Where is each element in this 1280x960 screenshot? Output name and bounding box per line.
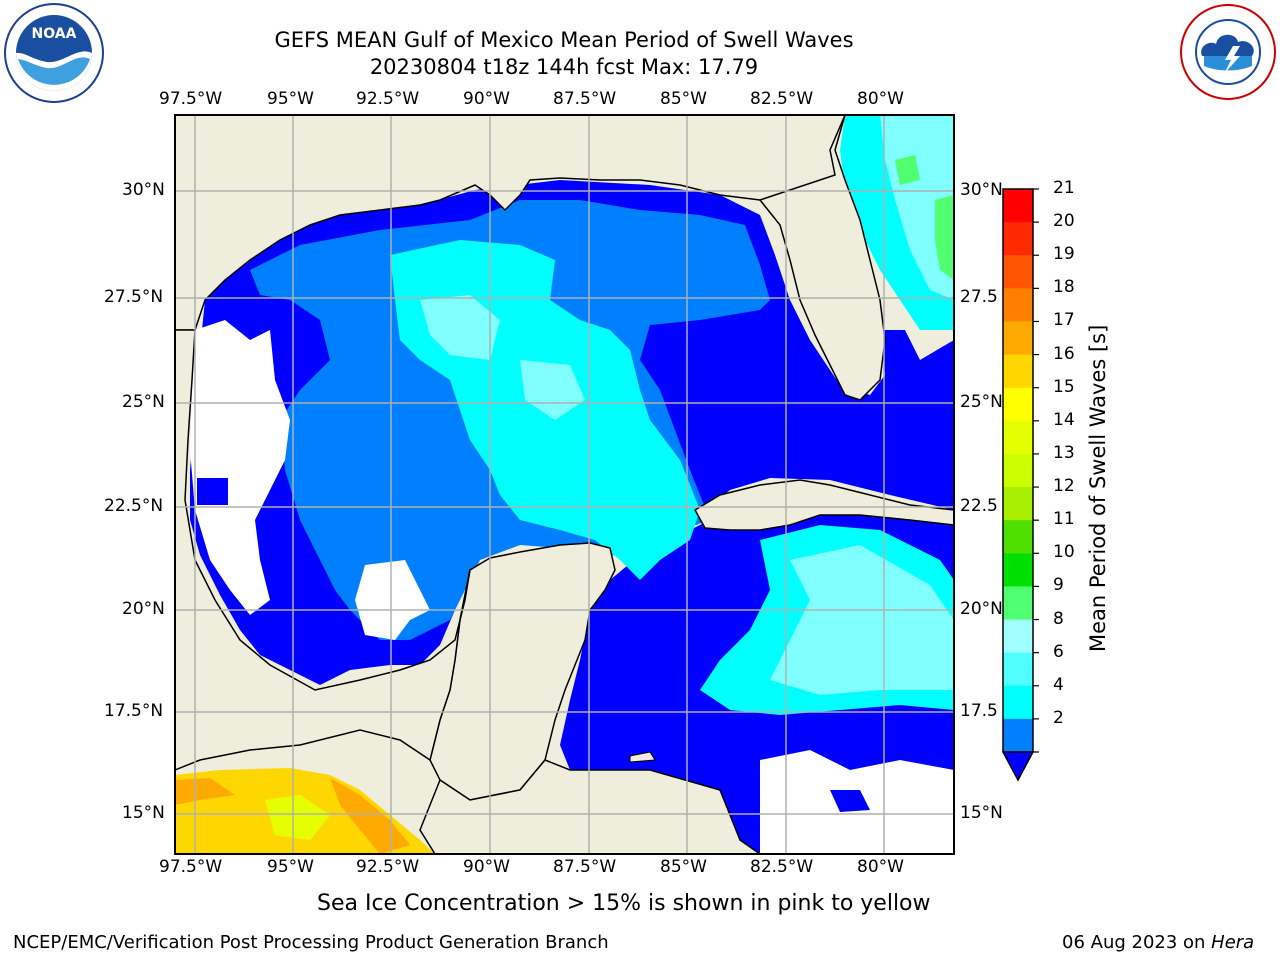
colorbar-segment xyxy=(1003,321,1033,356)
lon-label-top: 95°W xyxy=(267,89,314,109)
footer-date-text: 06 Aug 2023 on xyxy=(1062,932,1212,953)
noaa-logo-icon: NOAA xyxy=(4,3,104,103)
lon-label-top: 97.5°W xyxy=(159,89,223,109)
colorbar-segment xyxy=(1003,354,1033,389)
lon-label-top: 82.5°W xyxy=(750,89,814,109)
lon-label-bottom: 97.5°W xyxy=(159,857,223,877)
colorbar-segment xyxy=(1003,718,1033,753)
colorbar-segment xyxy=(1003,619,1033,654)
lat-label-left: 15°N xyxy=(122,803,165,823)
colorbar-segment xyxy=(1003,420,1033,455)
lon-label-bottom: 90°W xyxy=(463,857,510,877)
colorbar-under-arrow xyxy=(1001,751,1035,782)
lon-label-bottom: 87.5°W xyxy=(553,857,617,877)
colorbar-tick-label: 12 xyxy=(1053,476,1075,497)
colorbar-segment xyxy=(1003,255,1033,289)
footer-credit: NCEP/EMC/Verification Post Processing Pr… xyxy=(13,932,609,953)
lat-label-right: 27.5 xyxy=(960,287,998,307)
colorbar-tick-label: 13 xyxy=(1053,442,1075,463)
lon-label-bottom: 85°W xyxy=(660,857,707,877)
lat-label-right: 15°N xyxy=(960,803,1003,823)
lat-label-left: 22.5°N xyxy=(104,496,164,516)
colorbar xyxy=(1002,188,1039,753)
colorbar-segment xyxy=(1003,520,1033,554)
lon-label-top: 85°W xyxy=(660,89,707,109)
colorbar-tick-label: 9 xyxy=(1053,575,1064,596)
colorbar-tick-label: 20 xyxy=(1053,211,1075,232)
lat-label-right: 25°N xyxy=(960,392,1003,412)
footer-host: Hera xyxy=(1211,932,1255,953)
colorbar-tick-label: 19 xyxy=(1053,244,1075,265)
lat-label-right: 30°N xyxy=(960,180,1003,200)
central-america xyxy=(419,759,762,854)
colorbar-segment xyxy=(1003,487,1033,521)
map-title: GEFS MEAN Gulf of Mexico Mean Period of … xyxy=(274,28,854,52)
lat-label-left: 25°N xyxy=(122,392,165,412)
lon-label-top: 92.5°W xyxy=(356,89,420,109)
lon-label-top: 80°W xyxy=(857,89,904,109)
colorbar-segment xyxy=(1003,222,1033,256)
sea-ice-caption: Sea Ice Concentration > 15% is shown in … xyxy=(317,891,931,916)
lat-label-left: 20°N xyxy=(122,599,165,619)
lat-label-right: 22.5 xyxy=(960,496,998,516)
colorbar-segment xyxy=(1003,189,1033,223)
lon-label-bottom: 95°W xyxy=(267,857,314,877)
colorbar-tick-label: 18 xyxy=(1053,277,1075,298)
colorbar-segment xyxy=(1003,652,1033,687)
colorbar-segment xyxy=(1003,685,1033,720)
lon-label-top: 87.5°W xyxy=(553,89,617,109)
mexico-mainland xyxy=(175,329,471,771)
colorbar-tick-label: 14 xyxy=(1053,409,1075,430)
colorbar-segment xyxy=(1003,586,1033,621)
colorbar-tick-label: 2 xyxy=(1053,707,1064,728)
colorbar-segment xyxy=(1003,387,1033,422)
colorbar-tick-label: 10 xyxy=(1053,542,1075,563)
lon-label-bottom: 82.5°W xyxy=(750,857,814,877)
graticule xyxy=(175,115,954,854)
lat-label-left: 17.5°N xyxy=(104,701,164,721)
lon-label-top: 90°W xyxy=(463,89,510,109)
no-data-area xyxy=(190,320,290,615)
colorbar-tick-label: 15 xyxy=(1053,376,1075,397)
nws-logo-icon xyxy=(1180,4,1276,100)
colorbar-title: Mean Period of Swell Waves [s] xyxy=(1086,324,1110,652)
colorbar-segment xyxy=(1003,553,1033,587)
colorbar-tick-label: 6 xyxy=(1053,641,1064,662)
colorbar-tick-label: 21 xyxy=(1053,178,1075,198)
colorbar-segment xyxy=(1003,453,1033,488)
svg-text:NOAA: NOAA xyxy=(32,26,77,42)
lat-label-right: 17.5 xyxy=(960,701,998,721)
lon-label-bottom: 80°W xyxy=(857,857,904,877)
lon-label-bottom: 92.5°W xyxy=(356,857,420,877)
map-subtitle: 20230804 t18z 144h fcst Max: 17.79 xyxy=(369,55,759,79)
colorbar-tick-label: 11 xyxy=(1053,509,1075,530)
colorbar-tick-label: 4 xyxy=(1053,674,1064,695)
colorbar-tick-label: 16 xyxy=(1053,343,1075,364)
colorbar-tick-label: 17 xyxy=(1053,310,1075,331)
colorbar-tick-label: 8 xyxy=(1053,608,1064,629)
colorbar-segment xyxy=(1003,288,1033,322)
footer-date: 06 Aug 2023 on Hera xyxy=(1062,932,1254,953)
lat-label-left: 30°N xyxy=(122,180,165,200)
map-frame xyxy=(174,114,955,855)
lat-label-right: 20°N xyxy=(960,599,1003,619)
lat-label-left: 27.5°N xyxy=(104,287,164,307)
